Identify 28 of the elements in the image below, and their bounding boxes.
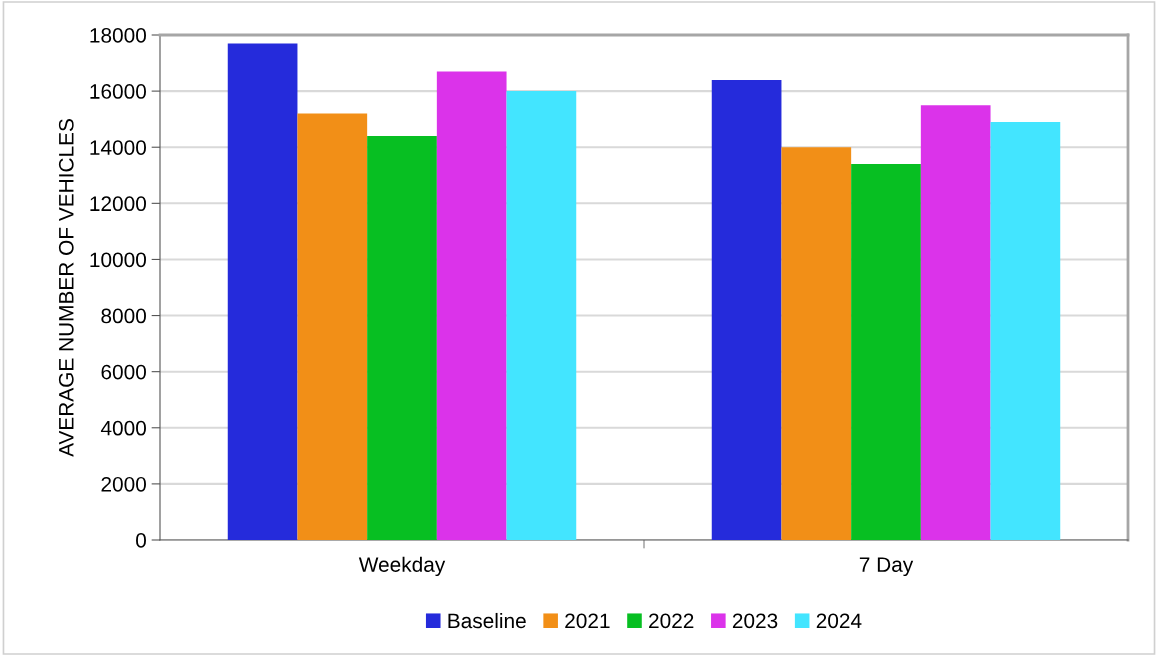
y-tick-label: 0 [136,533,146,548]
y-tick-label: 4000 [100,420,146,436]
y-tick-label: 10000 [90,252,146,268]
bar [781,147,852,540]
bar [436,71,507,540]
legend-label: 2024 [816,613,862,629]
y-axis-title: AVERAGE NUMBER OF VEHICLES [58,119,74,457]
y-tick-label: 18000 [90,28,146,43]
y-tick-label: 12000 [90,196,146,212]
x-tick-label: Weekday [358,556,446,577]
y-tick-label: 8000 [101,308,146,324]
bar [367,136,437,540]
y-tick-label: 2000 [101,476,146,492]
bar [506,91,577,540]
y-tick-label: 14000 [90,140,146,155]
y-tick-label: 16000 [90,84,146,99]
bar [920,105,991,540]
legend-label: 2023 [732,613,778,629]
bar [297,113,368,540]
legend-label: 2021 [565,613,610,629]
bar [851,164,921,540]
legend-label: 2022 [649,613,694,629]
bar [227,43,298,540]
bar [711,79,782,540]
legend-label: Baseline [448,612,526,629]
y-tick-label: 6000 [101,364,146,380]
x-tick-label: 7 Day [859,557,914,577]
bar [990,121,1061,540]
